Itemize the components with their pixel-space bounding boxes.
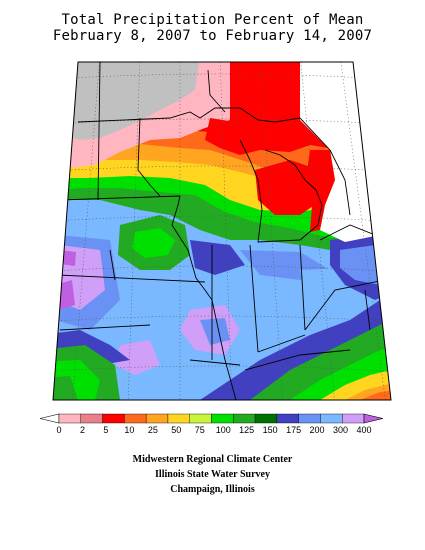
legend-tick-label: 75 [194,425,205,435]
legend-swatch [211,413,234,424]
legend-tick-label: 150 [262,425,278,435]
legend-swatch [276,413,299,424]
credit-line3: Champaign, Illinois [170,484,255,495]
graticule [53,62,391,400]
legend-tick-label: 100 [215,425,231,435]
legend-tick-label: 2 [79,425,85,435]
legend-tick-label: 0 [56,425,62,435]
legend-tick-label: 400 [356,425,372,435]
legend-swatch [320,413,343,424]
legend-swatch [342,413,365,424]
map-title-line2: February 8, 2007 to February 14, 2007 [52,28,373,44]
map-frame [52,61,392,401]
legend-swatch [167,413,190,424]
credit-line1: Midwestern Regional Climate Center [132,454,293,465]
legend-arrow-low [39,413,60,424]
precipitation-fields [53,62,391,400]
credit-line2: Illinois State Water Survey [155,469,270,480]
legend-tick-label: 50 [171,425,182,435]
legend-swatch [58,413,81,424]
legend-tick-label: 25 [147,425,158,435]
legend-tick-label: 5 [103,425,109,435]
legend-arrow-high [363,413,384,424]
legend-tick-label: 300 [333,425,349,435]
legend-tick-label: 125 [239,425,255,435]
legend-tick-label: 10 [124,425,135,435]
legend-swatch [233,413,256,424]
legend-swatch [145,413,169,424]
legend-swatch [80,413,103,424]
legend-swatch [102,413,125,424]
map-title-line1: Total Precipitation Percent of Mean [61,12,364,28]
legend-swatch [298,413,321,424]
legend-tick-label: 175 [286,425,302,435]
boundaries [57,62,386,400]
legend-swatch [189,413,212,424]
legend-swatch [124,413,147,424]
legend-swatch [254,413,278,424]
color-legend [39,413,384,424]
legend-tick-label: 200 [309,425,325,435]
